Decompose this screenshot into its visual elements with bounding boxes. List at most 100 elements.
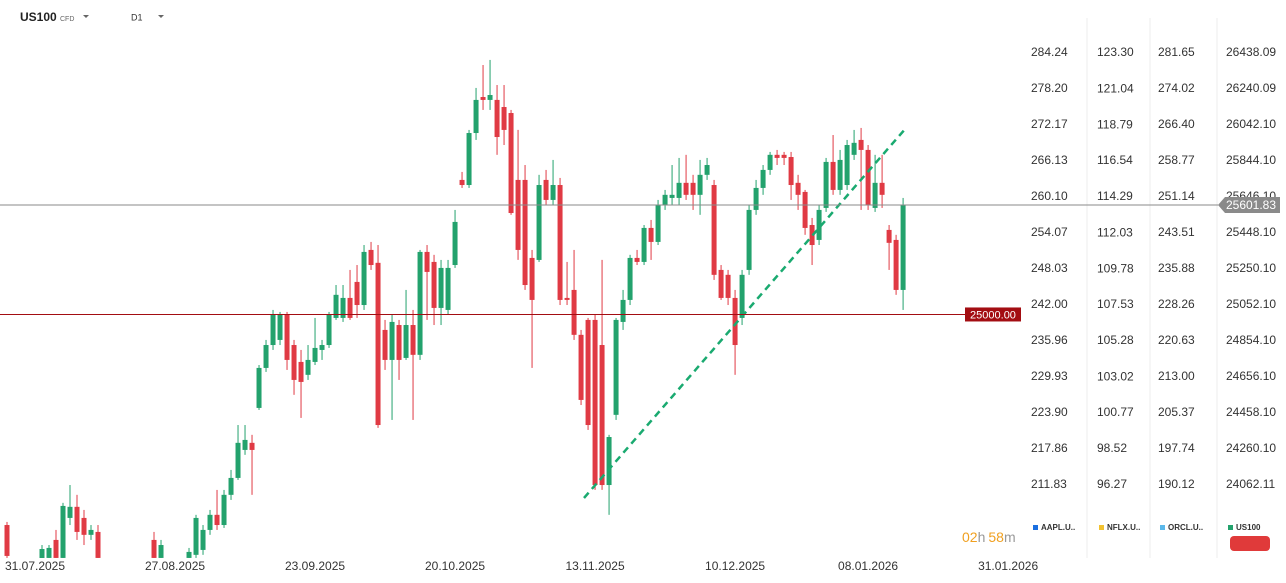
candle-body [12, 576, 17, 583]
candle-body [655, 205, 661, 242]
candle-body [263, 345, 269, 368]
candle-body [340, 297, 346, 318]
y-tick-label: 235.88 [1158, 261, 1195, 275]
y-tick-label: 24458.10 [1226, 405, 1276, 419]
candle-body [648, 227, 654, 242]
candle-body [60, 505, 66, 558]
y-tick-label: 260.10 [1031, 189, 1068, 203]
y-tick-label: 105.28 [1097, 333, 1134, 347]
candle-body [676, 182, 682, 198]
candle-body [74, 506, 80, 532]
candle-body [95, 531, 101, 558]
y-tick-label: 26042.10 [1226, 117, 1276, 131]
candle-body [173, 576, 178, 580]
candle-body [634, 257, 640, 262]
candle-body [823, 161, 829, 208]
candle-body [207, 514, 213, 530]
y-tick-label: 284.24 [1031, 45, 1068, 59]
y-tick-label: 278.20 [1031, 81, 1068, 95]
candle-body [403, 325, 409, 358]
countdown-unit: h [978, 529, 986, 545]
candle-body [4, 525, 10, 556]
symbol[interactable]: US100 [20, 10, 57, 24]
candle-body [725, 274, 731, 298]
candle-body [277, 314, 283, 340]
action-button[interactable] [1230, 536, 1270, 551]
x-tick-label: 13.11.2025 [565, 559, 624, 573]
price-tag [1218, 197, 1280, 214]
legend-label: NFLX.U.. [1107, 523, 1140, 532]
y-tick-label: 223.90 [1031, 405, 1068, 419]
legend-label: AAPL.U.. [1041, 523, 1075, 532]
candle-body [627, 257, 633, 300]
y-tick-label: 228.26 [1158, 297, 1195, 311]
y-tick-label: 266.13 [1031, 153, 1068, 167]
y-tick-label: 25250.10 [1226, 261, 1276, 275]
candle-body [578, 334, 584, 400]
toolbar: US100 CFD D1 [20, 10, 164, 24]
candle-body [88, 529, 94, 535]
symbol-dropdown[interactable] [83, 15, 89, 18]
candle-body [445, 267, 451, 310]
y-tick-label: 24656.10 [1226, 369, 1276, 383]
y-tick-label: 274.02 [1158, 81, 1195, 95]
candle-body [767, 154, 773, 170]
y-tick-label: 25844.10 [1226, 153, 1276, 167]
candle-body [543, 179, 549, 200]
candle-body [438, 267, 444, 308]
candle-body [585, 319, 591, 426]
candle-body [19, 578, 24, 583]
candle-body [81, 517, 87, 535]
x-tick-label: 10.12.2025 [705, 559, 765, 573]
candle-body [879, 182, 885, 195]
y-tick-label: 26240.09 [1226, 81, 1276, 95]
level-tag [965, 307, 1021, 322]
price-tag-label: 25601.83 [1226, 198, 1276, 212]
candle-body [529, 257, 535, 300]
legend-label: ORCL.U.. [1168, 523, 1203, 532]
candle-body [795, 182, 801, 195]
y-tick-label: 114.29 [1097, 189, 1133, 203]
y-tick-label: 213.00 [1158, 369, 1195, 383]
y-tick-label: 24260.10 [1226, 441, 1276, 455]
candle-body [599, 345, 605, 486]
candle-body [893, 239, 899, 290]
candle-body [781, 154, 787, 158]
timeframe-dropdown[interactable] [158, 15, 164, 18]
timeframe[interactable]: D1 [131, 12, 143, 22]
candle-body [333, 294, 339, 318]
legend-swatch [1033, 525, 1038, 530]
candle-body [256, 367, 262, 408]
candle-body [319, 345, 325, 350]
y-tick-label: 103.02 [1097, 369, 1134, 383]
y-tick-label: 98.52 [1097, 441, 1127, 455]
candle-body [214, 514, 220, 526]
y-tick-label: 281.65 [1158, 45, 1195, 59]
candle-body [900, 205, 906, 290]
y-tick-label: 235.96 [1031, 333, 1068, 347]
candle-body [662, 194, 668, 206]
x-tick-label: 20.10.2025 [425, 559, 485, 573]
trend-line[interactable] [583, 127, 907, 499]
countdown-unit: m [1004, 529, 1016, 545]
candle-body [830, 161, 836, 190]
candle-body [417, 251, 423, 355]
candle-body [746, 209, 752, 270]
candle-body [158, 545, 164, 558]
candle-body [354, 281, 360, 306]
candle-body [683, 182, 689, 195]
y-tick-label: 107.53 [1097, 297, 1134, 311]
y-tick-label: 242.00 [1031, 297, 1068, 311]
candle-body [138, 573, 143, 583]
candle-body [816, 209, 822, 240]
candle-body [865, 149, 871, 206]
y-tick-label: 121.04 [1097, 81, 1134, 95]
y-tick-label: 272.17 [1031, 117, 1068, 131]
candle-body [200, 529, 206, 550]
y-tick-label: 254.07 [1031, 225, 1068, 239]
candle-body [305, 359, 311, 375]
y-tick-label: 100.77 [1097, 405, 1134, 419]
y-tick-label: 251.14 [1158, 189, 1195, 203]
candle-body [669, 194, 675, 198]
y-tick-label: 26438.09 [1226, 45, 1276, 59]
